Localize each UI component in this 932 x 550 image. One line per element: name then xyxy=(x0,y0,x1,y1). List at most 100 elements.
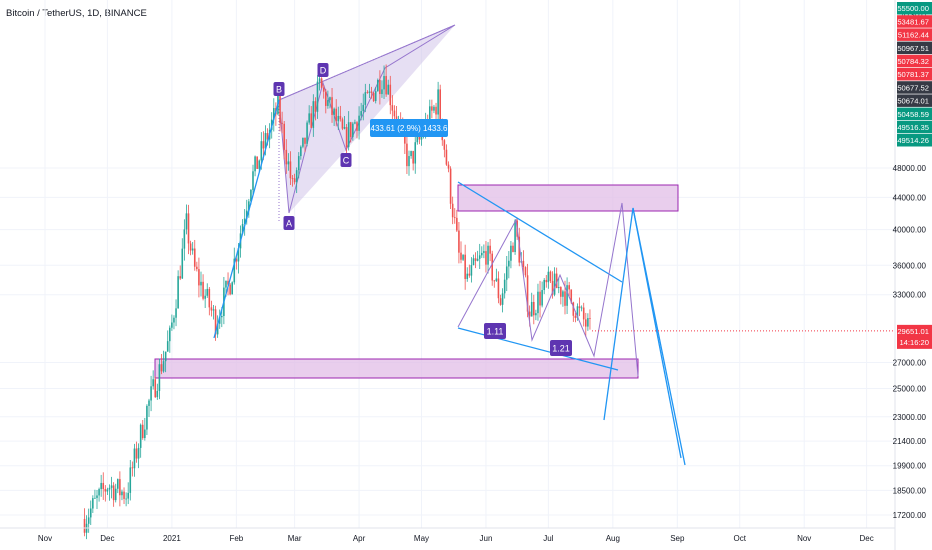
candle xyxy=(104,485,107,502)
resistance-zone[interactable] xyxy=(457,184,679,212)
candle xyxy=(337,106,340,130)
candle xyxy=(339,105,342,122)
wave-projection[interactable] xyxy=(457,202,639,377)
candle xyxy=(135,441,138,463)
x-axis[interactable]: Nov Dec 2021 Feb Mar Apr May Jun Jul Aug Sep Oct Nov… xyxy=(0,527,895,543)
y-axis[interactable]: 17200.00 18500.00 19900.00 21400.00 23000.00… xyxy=(592,0,932,550)
candle xyxy=(345,123,348,159)
wave-label[interactable]: 1.11 xyxy=(484,323,506,339)
pattern-triangle-2[interactable] xyxy=(279,25,455,150)
candle xyxy=(198,257,200,298)
x-tick-label: May xyxy=(414,534,429,543)
projection-path-1[interactable] xyxy=(603,207,686,466)
x-tick-label: Mar xyxy=(288,534,302,543)
candle xyxy=(92,495,94,513)
support-zone[interactable] xyxy=(154,358,639,379)
price-tag[interactable]: 49516.35 xyxy=(897,120,932,134)
candle xyxy=(543,278,545,295)
candle xyxy=(470,257,473,283)
candle xyxy=(566,277,568,314)
candle xyxy=(322,85,325,99)
price-tag[interactable]: 50781.37 xyxy=(897,68,932,81)
candle xyxy=(123,487,125,504)
price-tag[interactable]: 51162.44 xyxy=(897,28,932,41)
candle xyxy=(456,209,458,232)
candle xyxy=(320,77,323,89)
candle xyxy=(377,78,379,92)
candle xyxy=(141,420,144,440)
candle xyxy=(117,478,119,494)
candle xyxy=(94,489,96,499)
x-tick-label: Nov xyxy=(38,534,52,543)
candle xyxy=(150,375,152,412)
candle xyxy=(524,266,527,278)
pattern-dotted-upper xyxy=(278,24,456,101)
candle xyxy=(229,282,231,296)
channel-upper-line[interactable] xyxy=(457,181,623,283)
price-tag[interactable]: 50458.59 xyxy=(897,107,932,121)
candle xyxy=(127,482,129,505)
candle xyxy=(285,139,288,174)
candle xyxy=(478,243,481,269)
candle xyxy=(541,281,543,308)
price-tag[interactable]: 53481.67 xyxy=(897,15,932,28)
pattern-label-a[interactable]: A xyxy=(283,216,295,230)
price-tag[interactable]: 50677.52 xyxy=(897,81,932,94)
candle xyxy=(100,474,102,497)
candle xyxy=(181,238,184,279)
pattern-label-c[interactable]: C xyxy=(340,153,352,167)
candle xyxy=(545,275,548,288)
candle xyxy=(501,288,504,313)
candle xyxy=(453,208,456,224)
candle xyxy=(385,64,387,97)
candle xyxy=(316,75,319,119)
candle xyxy=(483,244,485,259)
y-tick-label: 27000.00 xyxy=(893,359,927,368)
svg-text:D: D xyxy=(320,66,327,76)
supply-demand-zones xyxy=(154,184,679,379)
candle xyxy=(512,242,514,253)
candle xyxy=(200,271,202,297)
candle xyxy=(304,137,306,153)
measure-label[interactable]: 1433.61 (2.9%) 1433.61 xyxy=(366,119,452,137)
candle xyxy=(582,302,585,327)
y-tick-label: 48000.00 xyxy=(893,164,927,173)
candle xyxy=(314,97,317,121)
candle xyxy=(96,489,98,510)
candle xyxy=(208,286,211,316)
candle xyxy=(295,167,298,194)
pattern-outline[interactable] xyxy=(278,24,456,214)
price-tag[interactable]: 50967.51 xyxy=(897,41,932,55)
candle xyxy=(110,476,113,499)
candle xyxy=(289,151,292,185)
leg-ab-line[interactable] xyxy=(213,99,280,339)
candle xyxy=(258,159,261,172)
candle xyxy=(102,472,105,500)
candle xyxy=(379,70,381,105)
price-tag[interactable]: 50674.01 xyxy=(897,94,932,107)
candle xyxy=(283,121,285,160)
candle xyxy=(89,500,92,526)
candle xyxy=(310,106,313,129)
pattern-triangle-1[interactable] xyxy=(279,100,346,213)
price-tag[interactable]: 49514.26 xyxy=(897,134,932,147)
pattern-label-d[interactable]: D xyxy=(317,63,329,77)
price-tag[interactable]: 55500.00 xyxy=(897,2,932,15)
candle xyxy=(129,460,132,501)
svg-text:A: A xyxy=(286,219,292,229)
candle xyxy=(252,164,254,196)
candle xyxy=(335,99,337,127)
wave-label[interactable]: 1.21 xyxy=(550,340,572,356)
candle xyxy=(358,106,360,140)
candle xyxy=(112,482,115,507)
candle xyxy=(568,281,570,298)
candle xyxy=(166,330,169,352)
projection-path-2[interactable] xyxy=(632,207,682,459)
current-price-tag[interactable]: 29651.01 14:16:20 xyxy=(897,324,932,349)
candle xyxy=(414,134,417,174)
pattern-label-b[interactable]: B xyxy=(273,82,285,96)
price-tag[interactable]: 50784.32 xyxy=(897,54,932,68)
svg-text:50458.59: 50458.59 xyxy=(897,110,929,119)
y-tick-label: 18500.00 xyxy=(893,486,927,495)
